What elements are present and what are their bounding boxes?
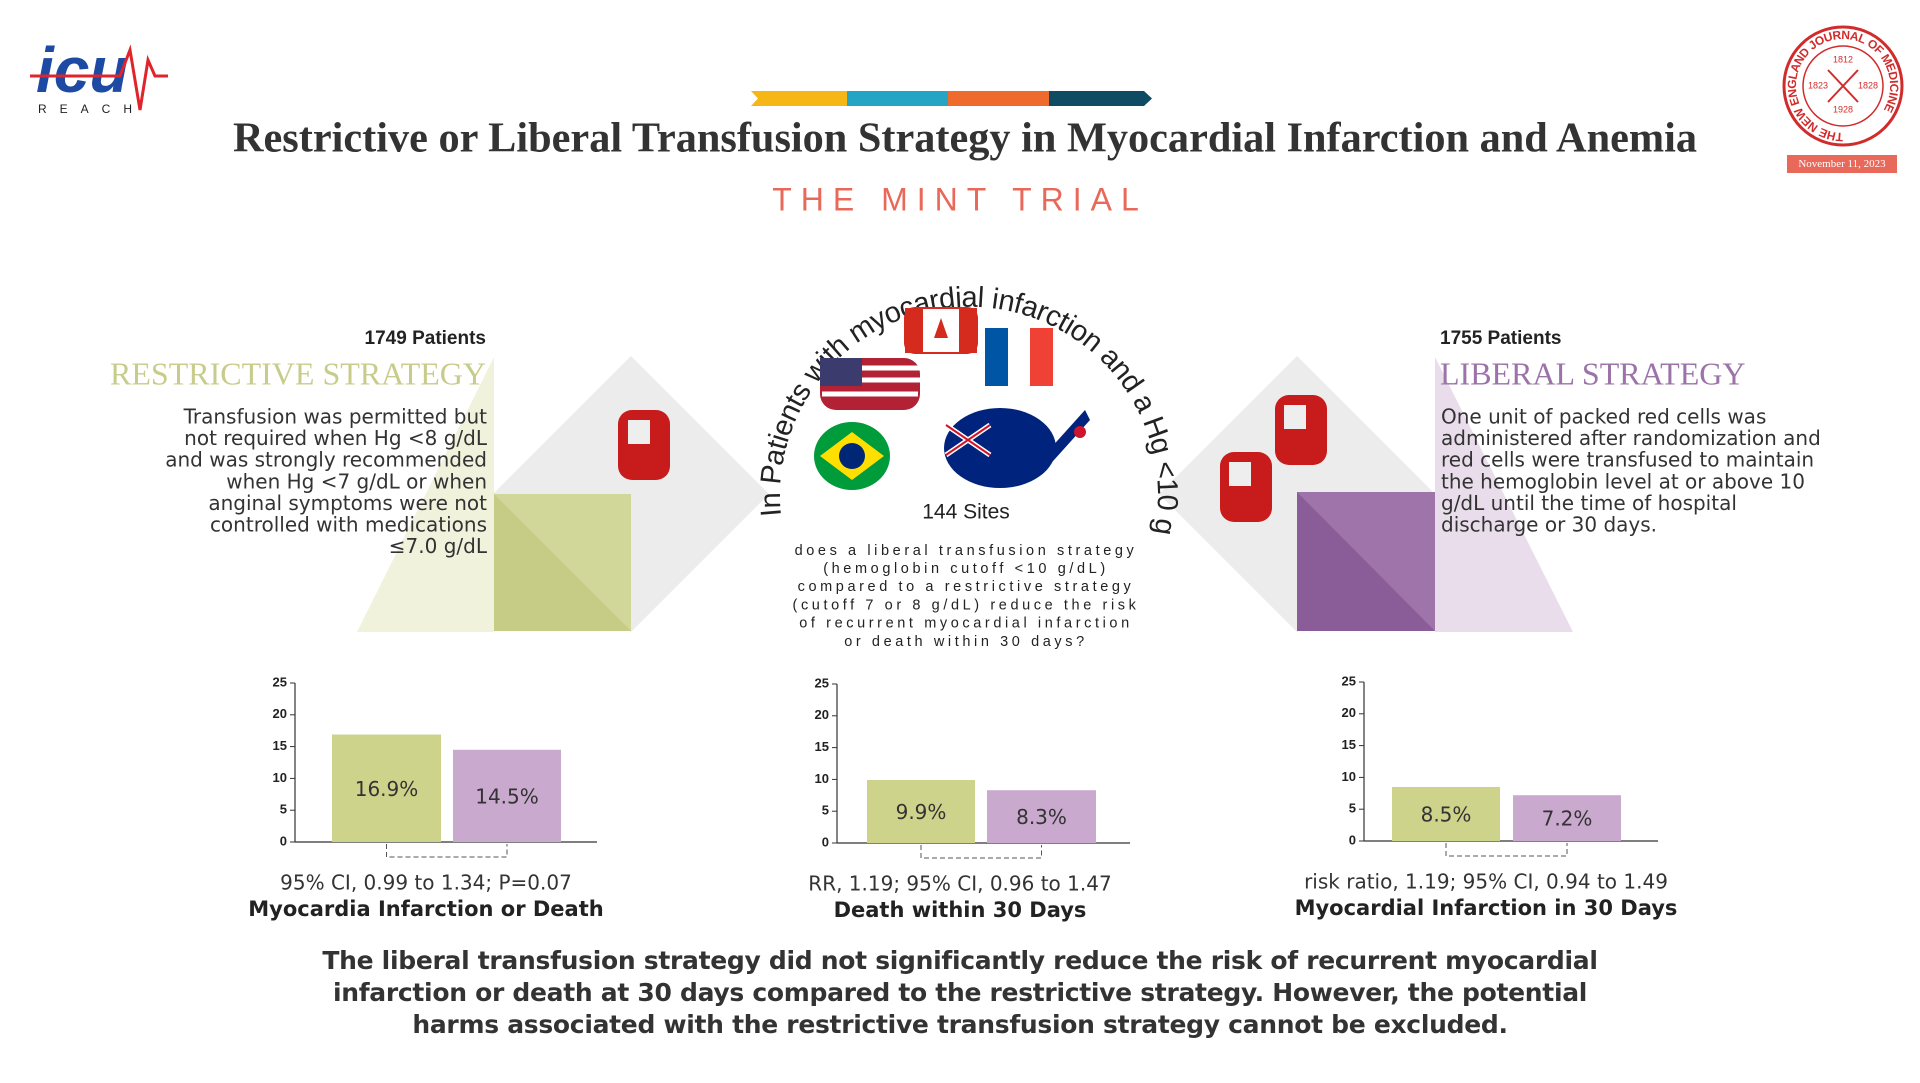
restrictive-graphic (357, 356, 769, 632)
arm-description: controlled with medications (210, 513, 487, 537)
arm-description: when Hg <7 g/dL or when (226, 469, 487, 493)
charts: 0 5 10 15 20 25 16.9% 14.5% 95% CI, 0.99 to 1.34… (248, 673, 1677, 922)
chart-title: Myocardial Infarction in 30 Days (1295, 896, 1678, 920)
question-line: or death within 30 days? (844, 634, 1088, 650)
seal-year: 1823 (1808, 80, 1828, 90)
arm-description: discharge or 30 days. (1441, 513, 1657, 537)
y-tick-label: 0 (280, 833, 287, 848)
y-tick-label: 25 (815, 675, 829, 690)
arm-name: RESTRICTIVE STRATEGY (110, 355, 486, 391)
y-tick-label: 10 (815, 771, 829, 786)
color-bar (751, 91, 1152, 106)
y-tick-label: 5 (822, 803, 829, 818)
bar (1392, 786, 1500, 841)
y-tick-label: 5 (280, 802, 287, 817)
arm-name: LIBERAL STRATEGY (1440, 355, 1745, 391)
y-tick-label: 20 (815, 707, 829, 722)
value-label: 9.9% (896, 800, 947, 824)
nejm-seal: THE NEW ENGLAND JOURNAL OF MEDICINE 1812… (1782, 25, 1904, 173)
patients-count: 1749 Patients (365, 328, 486, 349)
y-tick-label: 25 (273, 674, 287, 689)
comparison-bracket (1445, 843, 1568, 857)
bar (987, 790, 1096, 843)
y-tick-label: 0 (822, 834, 829, 849)
arm-description: ≤7.0 g/dL (389, 534, 488, 558)
y-tick-label: 10 (273, 770, 287, 785)
y-tick-label: 20 (1342, 705, 1356, 720)
arm-description: not required when Hg <8 g/dL (184, 426, 488, 450)
logo-pulse (30, 44, 168, 111)
y-tick-label: 5 (1349, 801, 1356, 816)
value-label: 14.5% (475, 784, 539, 808)
value-label: 16.9% (355, 777, 419, 801)
bar (867, 780, 975, 843)
y-tick-label: 20 (273, 706, 287, 721)
question-line: (hemoglobin cutoff <10 g/dL) (823, 561, 1109, 577)
arm-description: g/dL until the time of hospital (1441, 491, 1737, 515)
conclusion: The liberal transfusion strategy did not… (322, 946, 1598, 1039)
arm-description: anginal symptoms were not (208, 491, 487, 515)
sites: 144 Sites (922, 501, 1010, 524)
arm-description: administered after randomization and (1441, 426, 1821, 450)
seal-year: 1812 (1833, 54, 1853, 64)
y-tick-label: 15 (273, 738, 287, 753)
question-line: compared to a restrictive strategy (798, 579, 1135, 595)
arm-description: One unit of packed red cells was (1441, 405, 1766, 429)
chart-title: Myocardia Infarction or Death (248, 897, 603, 921)
arm-description: and was strongly recommended (165, 448, 487, 472)
value-label: 8.3% (1016, 805, 1067, 829)
seal-year: 1928 (1833, 104, 1853, 114)
value-label: 7.2% (1542, 807, 1593, 831)
chart-annotation: RR, 1.19; 95% CI, 0.96 to 1.47 (808, 872, 1111, 896)
question: does a liberal transfusion strategy (hemo… (793, 543, 1140, 650)
subtitle: THE MINT TRIAL (772, 181, 1148, 217)
question-line: of recurrent myocardial infarction (799, 616, 1133, 632)
comparison-bracket (386, 844, 508, 858)
comparison-bracket (920, 845, 1042, 859)
date: November 11, 2023 (1798, 158, 1886, 170)
arm-description: red cells were transfused to maintain (1441, 448, 1814, 472)
value-label: 8.5% (1421, 802, 1472, 826)
logo: icu (36, 34, 128, 106)
liberal-graphic (1159, 356, 1573, 632)
arm-description: Transfusion was permitted but (183, 405, 488, 429)
y-tick-label: 15 (815, 739, 829, 754)
y-tick-label: 10 (1342, 769, 1356, 784)
bar (1513, 795, 1621, 841)
question-line: (cutoff 7 or 8 g/dL) reduce the risk (793, 597, 1140, 613)
y-tick-label: 0 (1349, 832, 1356, 847)
patients-count: 1755 Patients (1440, 328, 1561, 349)
y-tick-label: 15 (1342, 737, 1356, 752)
chart-annotation: risk ratio, 1.19; 95% CI, 0.94 to 1.49 (1304, 870, 1668, 894)
main-title: Restrictive or Liberal Transfusion Strat… (233, 116, 1697, 162)
chart-title: Death within 30 Days (834, 898, 1087, 922)
seal-year: 1828 (1858, 80, 1878, 90)
chart-annotation: 95% CI, 0.99 to 1.34; P=0.07 (280, 871, 572, 895)
question-line: does a liberal transfusion strategy (795, 543, 1138, 559)
logo-sub: REACH (38, 102, 145, 116)
bar (332, 734, 441, 842)
arm-description: the hemoglobin level at or above 10 (1441, 469, 1805, 493)
flags (814, 307, 1090, 490)
y-tick-label: 25 (1342, 673, 1356, 688)
bar (453, 749, 561, 842)
